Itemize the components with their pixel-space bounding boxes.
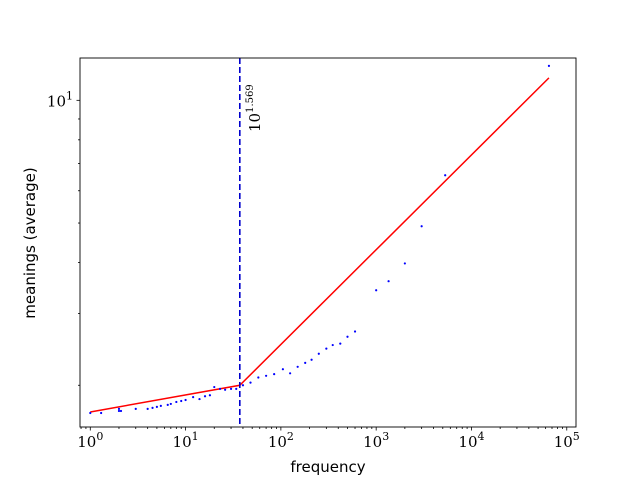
data-point [331, 343, 334, 347]
threshold-layer: 101.569 [239, 58, 264, 427]
x-tick-label: 102 [268, 430, 294, 451]
data-point [265, 374, 268, 377]
data-point [117, 409, 121, 413]
data-point [310, 358, 313, 361]
point-layer [89, 64, 551, 415]
data-point [208, 394, 212, 397]
data-point [119, 409, 123, 413]
threshold-label: 101.569 [245, 84, 264, 132]
x-tick-label: 101 [173, 430, 199, 451]
data-point [296, 365, 299, 368]
data-point [547, 64, 551, 67]
data-point [273, 373, 276, 376]
y-axis-ticks: 101 [47, 89, 80, 386]
data-point [184, 398, 187, 402]
x-tick-label: 104 [458, 430, 484, 451]
data-point [281, 368, 284, 371]
data-point [218, 387, 222, 390]
data-point [257, 376, 260, 379]
data-point [155, 405, 158, 408]
data-point [213, 385, 216, 389]
y-tick-label: 101 [47, 89, 73, 110]
data-point [180, 399, 183, 403]
data-point [249, 381, 252, 384]
data-point [203, 395, 207, 398]
data-point [175, 400, 178, 404]
data-point [169, 402, 172, 406]
data-point [89, 411, 92, 415]
x-axis-title: frequency [290, 458, 365, 476]
data-point [224, 388, 227, 391]
data-point [289, 372, 292, 375]
data-point [444, 174, 447, 177]
data-point [146, 407, 149, 411]
data-point [387, 280, 390, 283]
data-point [100, 411, 103, 415]
data-point [353, 330, 357, 333]
data-point [117, 407, 121, 411]
data-point [166, 403, 169, 407]
data-point [339, 342, 342, 345]
data-point [229, 387, 233, 390]
x-axis-ticks: 100 101 102 103 104 105 [77, 427, 580, 451]
data-point [375, 289, 378, 292]
data-point [241, 384, 245, 387]
data-point [134, 407, 137, 411]
data-point [420, 225, 423, 228]
y-axis-title: meanings (average) [21, 167, 39, 318]
data-point [235, 387, 238, 390]
data-point [159, 404, 162, 407]
x-tick-label: 103 [363, 430, 389, 451]
plot-background [80, 58, 576, 427]
data-point [346, 335, 349, 338]
x-tick-label: 100 [77, 430, 103, 451]
data-point [317, 352, 320, 355]
data-point [403, 262, 406, 265]
data-point [304, 361, 307, 364]
x-tick-label: 105 [554, 430, 580, 451]
data-point [325, 347, 328, 350]
plot-frame [79, 57, 577, 428]
data-point [192, 396, 195, 399]
data-point [198, 397, 201, 401]
data-point [151, 406, 154, 409]
